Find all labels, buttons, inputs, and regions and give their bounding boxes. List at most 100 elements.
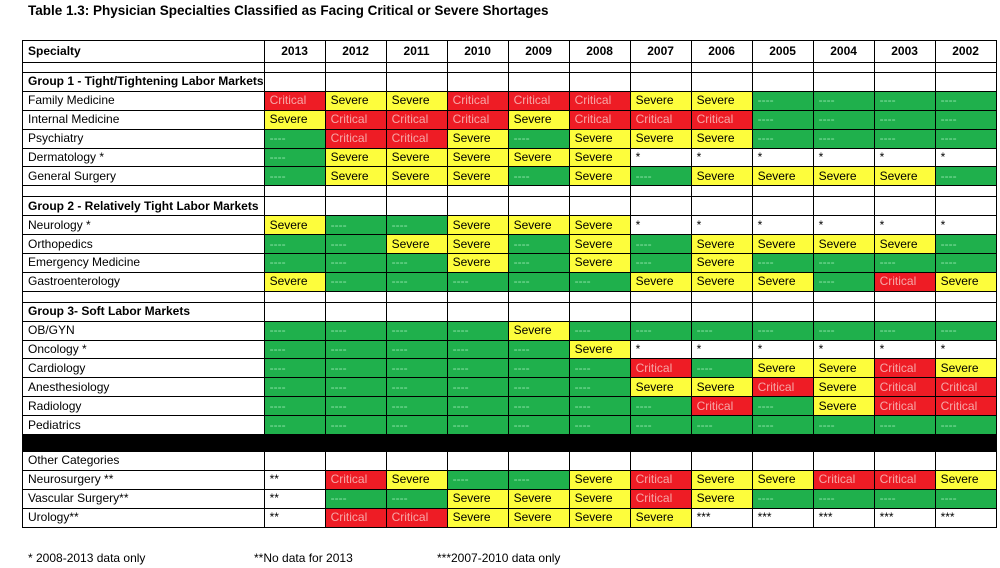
severe-cell: Severe: [568, 507, 631, 528]
no-shortage-cell: ----: [568, 358, 631, 379]
no-data-cell: *: [934, 339, 997, 360]
group-header-blank-cell: [690, 451, 753, 471]
no-shortage-cell: ----: [934, 234, 997, 255]
spacer-row-cell: [629, 62, 692, 73]
no-shortage-cell: ----: [751, 253, 814, 273]
no-shortage-cell: ----: [873, 128, 936, 149]
specialty-name: Neurosurgery **: [22, 469, 265, 490]
severe-cell: Severe: [568, 253, 631, 273]
group-header-blank-cell: [385, 301, 448, 322]
group-header-blank-cell: [751, 451, 814, 471]
severe-cell: Severe: [629, 271, 692, 292]
no-shortage-cell: ----: [812, 415, 875, 436]
footnotes: * 2008-2013 data only **No data for 2013…: [28, 551, 988, 567]
no-shortage-cell: ----: [324, 358, 387, 379]
specialty-header: Specialty: [22, 40, 265, 63]
critical-cell: Critical: [324, 469, 387, 490]
no-shortage-cell: ----: [812, 253, 875, 273]
no-shortage-cell: ----: [934, 128, 997, 149]
table-row: OB/GYN ---- ---- ---- ---- Severe ---- ---- ----…: [22, 320, 997, 341]
spacer-row-cell: [873, 290, 936, 303]
severe-cell: Severe: [629, 90, 692, 111]
severe-cell: Severe: [812, 166, 875, 187]
spacer-row-cell: [568, 185, 631, 198]
no-shortage-cell: ----: [751, 320, 814, 341]
no-shortage-cell: ----: [751, 488, 814, 509]
spacer-row-cell: [324, 62, 387, 73]
critical-cell: Critical: [385, 128, 448, 149]
critical-cell: Critical: [324, 507, 387, 528]
no-shortage-cell: ----: [873, 90, 936, 111]
spacer-row-cell: [629, 185, 692, 198]
group-header-blank-cell: [568, 196, 631, 217]
no-shortage-cell: ----: [812, 271, 875, 292]
spacer-row-cell: [812, 185, 875, 198]
group-header-row: Group 2 - Relatively Tight Labor Markets: [22, 196, 997, 217]
severe-cell: Severe: [324, 166, 387, 187]
no-shortage-cell: ----: [446, 320, 509, 341]
no-shortage-cell: ----: [751, 90, 814, 111]
spacer-row-cell: [690, 290, 753, 303]
table-title: Table 1.3: Physician Specialties Classif…: [28, 3, 549, 18]
no-data-cell: *: [751, 339, 814, 360]
critical-cell: Critical: [629, 488, 692, 509]
no-data-cell: *: [629, 339, 692, 360]
no-data-cell: **: [263, 469, 326, 490]
severe-cell: Severe: [446, 166, 509, 187]
year-header: 2002: [934, 40, 997, 63]
group-header-blank-cell: [934, 451, 997, 471]
spacer-row-cell: [22, 62, 265, 73]
severe-cell: Severe: [446, 215, 509, 236]
critical-cell: Critical: [873, 396, 936, 417]
group-header-blank-cell: [507, 72, 570, 92]
no-shortage-cell: ----: [263, 253, 326, 273]
year-header: 2006: [690, 40, 753, 63]
severe-cell: Severe: [446, 507, 509, 528]
spacer-row-cell: [446, 290, 509, 303]
severe-cell: Severe: [507, 507, 570, 528]
spacer-row-cell: [507, 62, 570, 73]
no-data-cell: *: [812, 215, 875, 236]
critical-cell: Critical: [690, 396, 753, 417]
year-header: 2003: [873, 40, 936, 63]
severe-cell: Severe: [751, 358, 814, 379]
no-shortage-cell: ----: [263, 147, 326, 168]
no-data-cell: ***: [690, 507, 753, 528]
group-header-blank-cell: [324, 196, 387, 217]
group-header-blank-cell: [690, 72, 753, 92]
no-shortage-cell: ----: [263, 320, 326, 341]
no-shortage-cell: ----: [568, 396, 631, 417]
spacer-row: [22, 290, 997, 303]
severe-cell: Severe: [751, 469, 814, 490]
specialty-name: Psychiatry: [22, 128, 265, 149]
section-divider-bar-cell: [812, 434, 875, 453]
no-shortage-cell: ----: [385, 320, 448, 341]
no-data-cell: *: [812, 147, 875, 168]
group-header-blank-cell: [812, 301, 875, 322]
spacer-row-cell: [873, 185, 936, 198]
critical-cell: Critical: [385, 507, 448, 528]
critical-cell: Critical: [385, 109, 448, 130]
group-header-blank-cell: [507, 451, 570, 471]
no-shortage-cell: ----: [507, 415, 570, 436]
severe-cell: Severe: [446, 488, 509, 509]
severe-cell: Severe: [690, 128, 753, 149]
table-row: Orthopedics ---- ---- Severe Severe ---- Sever…: [22, 234, 997, 255]
no-shortage-cell: ----: [507, 234, 570, 255]
group-header-blank-cell: [873, 301, 936, 322]
no-data-cell: *: [751, 147, 814, 168]
critical-cell: Critical: [934, 377, 997, 398]
specialty-name: OB/GYN: [22, 320, 265, 341]
severe-cell: Severe: [568, 128, 631, 149]
spacer-row: [22, 62, 997, 73]
spacer-row-cell: [568, 62, 631, 73]
table-row: Dermatology * ---- Severe Severe Severe Sever…: [22, 147, 997, 168]
severe-cell: Severe: [568, 469, 631, 490]
section-divider-bar-cell: [568, 434, 631, 453]
no-shortage-cell: ----: [385, 396, 448, 417]
no-shortage-cell: ----: [324, 253, 387, 273]
spacer-row-cell: [812, 290, 875, 303]
spacer-row-cell: [690, 62, 753, 73]
no-shortage-cell: ----: [507, 253, 570, 273]
no-shortage-cell: ----: [873, 109, 936, 130]
